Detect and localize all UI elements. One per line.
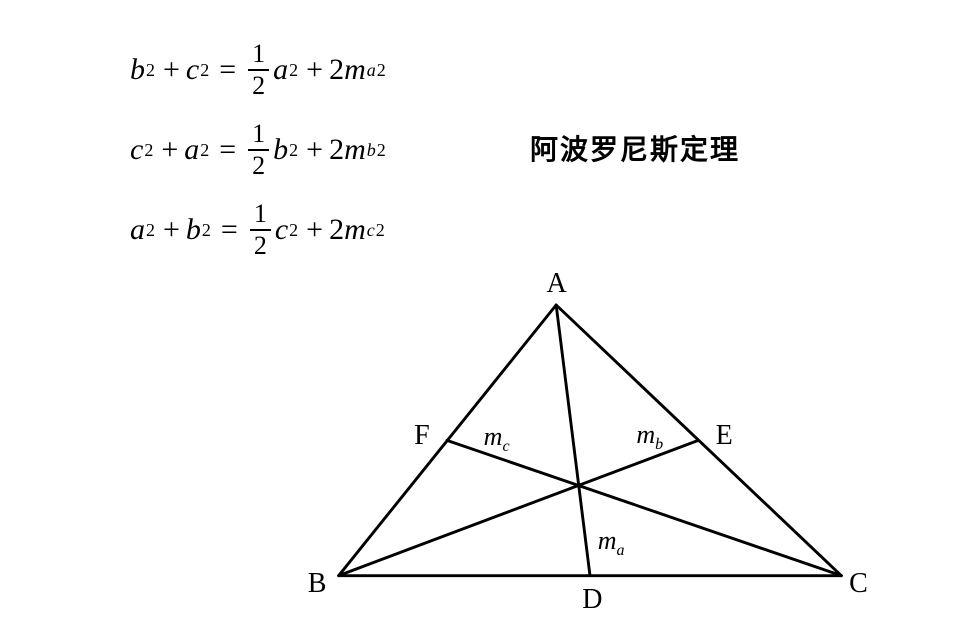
- median-label-mb: mb: [636, 420, 663, 454]
- m: m: [636, 420, 655, 449]
- m: m: [598, 526, 617, 555]
- sq: 2: [289, 140, 298, 161]
- sq: 2: [200, 140, 209, 161]
- eq3-rhs-side: c: [275, 213, 288, 247]
- vertex-label-D: D: [582, 584, 602, 616]
- plus: +: [161, 133, 178, 167]
- equals: =: [221, 213, 238, 247]
- triangle-svg: [300, 280, 880, 620]
- eq1-rhs-side: a: [273, 53, 288, 87]
- median-label-ma: ma: [598, 526, 625, 560]
- m: m: [344, 53, 366, 87]
- theorem-title: 阿波罗尼斯定理: [530, 128, 740, 168]
- eq2-rhs-side: b: [273, 133, 288, 167]
- plus: +: [163, 53, 180, 87]
- plus: +: [306, 213, 323, 247]
- triangle-diagram: A B C D E F mc mb ma: [300, 280, 880, 620]
- equation-1: b2 + c2 = 1 2 a2 + 2 ma2: [130, 30, 388, 110]
- vertex-label-F: F: [414, 420, 430, 452]
- frac-num: 1: [248, 121, 269, 149]
- plus: +: [306, 53, 323, 87]
- vertex-label-E: E: [716, 420, 733, 452]
- equals: =: [219, 133, 236, 167]
- eq1-median-sub: a: [367, 60, 376, 81]
- equation-2: c2 + a2 = 1 2 b2 + 2 mb2: [130, 110, 388, 190]
- eq2-lhs-a: c: [130, 133, 143, 167]
- equations-block: b2 + c2 = 1 2 a2 + 2 ma2 c2 + a2 = 1 2 b…: [130, 30, 388, 270]
- plus: +: [306, 133, 323, 167]
- ma-sub: a: [617, 542, 625, 559]
- sq: 2: [377, 60, 386, 81]
- eq3-lhs-b: b: [186, 213, 201, 247]
- m: m: [484, 422, 503, 451]
- coeff2: 2: [329, 133, 344, 167]
- frac-num: 1: [248, 41, 269, 69]
- sq: 2: [146, 220, 155, 241]
- sq: 2: [202, 220, 211, 241]
- canvas: b2 + c2 = 1 2 a2 + 2 ma2 c2 + a2 = 1 2 b…: [0, 0, 960, 633]
- eq3-median-sub: c: [367, 220, 375, 241]
- vertex-label-B: B: [308, 568, 327, 600]
- eq2-lhs-b: a: [184, 133, 199, 167]
- eq1-lhs-b: c: [186, 53, 199, 87]
- vertex-label-A: A: [547, 268, 567, 300]
- frac-half: 1 2: [248, 121, 269, 179]
- m: m: [344, 213, 366, 247]
- sq: 2: [376, 220, 385, 241]
- equation-3: a2 + b2 = 1 2 c2 + 2 mc2: [130, 190, 388, 270]
- sq: 2: [289, 60, 298, 81]
- eq1-lhs-a: b: [130, 53, 145, 87]
- mb-sub: b: [655, 436, 663, 453]
- sq: 2: [289, 220, 298, 241]
- frac-den: 2: [250, 229, 271, 259]
- plus: +: [163, 213, 180, 247]
- eq2-median-sub: b: [367, 140, 376, 161]
- sq: 2: [146, 60, 155, 81]
- eq3-lhs-a: a: [130, 213, 145, 247]
- frac-half: 1 2: [250, 201, 271, 259]
- median-label-mc: mc: [484, 422, 510, 456]
- vertex-label-C: C: [849, 568, 868, 600]
- m: m: [344, 133, 366, 167]
- coeff2: 2: [329, 53, 344, 87]
- mc-sub: c: [502, 438, 509, 455]
- frac-half: 1 2: [248, 41, 269, 99]
- frac-den: 2: [248, 69, 269, 99]
- sq: 2: [200, 60, 209, 81]
- sq: 2: [144, 140, 153, 161]
- frac-den: 2: [248, 149, 269, 179]
- coeff2: 2: [329, 213, 344, 247]
- frac-num: 1: [250, 201, 271, 229]
- sq: 2: [377, 140, 386, 161]
- equals: =: [219, 53, 236, 87]
